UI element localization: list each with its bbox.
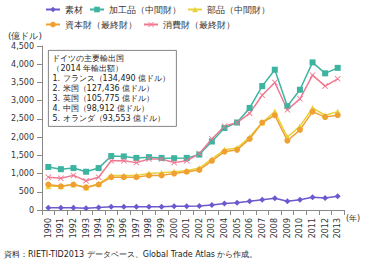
svg-text:2,000: 2,000 bbox=[11, 133, 34, 142]
svg-text:4,500: 4,500 bbox=[11, 42, 34, 51]
svg-text:ドイツの主要輸出国: ドイツの主要輸出国 bbox=[52, 54, 124, 63]
svg-text:素材: 素材 bbox=[65, 5, 83, 15]
svg-text:資本財（最終財）: 資本財（最終財） bbox=[65, 20, 137, 30]
svg-text:1,000: 1,000 bbox=[11, 169, 34, 178]
svg-text:(億ドル): (億ドル) bbox=[8, 31, 42, 41]
svg-text:1994: 1994 bbox=[94, 218, 103, 238]
svg-text:3,500: 3,500 bbox=[11, 78, 34, 87]
svg-text:2008: 2008 bbox=[270, 218, 279, 238]
svg-text:1992: 1992 bbox=[69, 218, 78, 238]
svg-text:1997: 1997 bbox=[132, 218, 141, 238]
svg-text:0: 0 bbox=[29, 206, 34, 215]
svg-text:2002: 2002 bbox=[195, 218, 204, 238]
svg-text:2011: 2011 bbox=[308, 218, 317, 238]
svg-text:500: 500 bbox=[19, 187, 34, 196]
svg-text:3. 英国（105,775 億ドル）: 3. 英国（105,775 億ドル） bbox=[52, 94, 154, 103]
svg-text:消費財（最終財）: 消費財（最終財） bbox=[163, 20, 235, 30]
svg-text:資料：RIETI-TID2013 データベース、Global: 資料：RIETI-TID2013 データベース、Global Trade Atl… bbox=[4, 250, 258, 259]
svg-text:2010: 2010 bbox=[295, 218, 304, 238]
svg-text:2012: 2012 bbox=[321, 218, 330, 238]
svg-text:3,000: 3,000 bbox=[11, 96, 34, 105]
svg-text:加工品（中間財）: 加工品（中間財） bbox=[109, 5, 181, 15]
svg-text:2000: 2000 bbox=[170, 218, 179, 238]
svg-text:1,500: 1,500 bbox=[11, 151, 34, 160]
svg-text:(年): (年) bbox=[346, 214, 360, 223]
svg-text:5. オランダ（93,553 億ドル）: 5. オランダ（93,553 億ドル） bbox=[52, 114, 165, 123]
svg-text:2,500: 2,500 bbox=[11, 114, 34, 123]
svg-text:2007: 2007 bbox=[258, 218, 267, 238]
svg-text:2001: 2001 bbox=[182, 218, 191, 238]
svg-text:2005: 2005 bbox=[233, 218, 242, 238]
svg-text:2004: 2004 bbox=[220, 218, 229, 238]
svg-text:1996: 1996 bbox=[119, 218, 128, 238]
svg-text:部品（中間財）: 部品（中間財） bbox=[207, 5, 270, 15]
svg-text:2013: 2013 bbox=[333, 218, 342, 238]
svg-text:1. フランス（134,490 億ドル）: 1. フランス（134,490 億ドル） bbox=[52, 74, 170, 83]
svg-text:1991: 1991 bbox=[56, 218, 65, 238]
svg-text:1999: 1999 bbox=[157, 218, 166, 238]
svg-text:2. 米国（127,436 億ドル）: 2. 米国（127,436 億ドル） bbox=[52, 84, 154, 93]
svg-text:4. 中国（98,912 億ドル）: 4. 中国（98,912 億ドル） bbox=[52, 104, 149, 113]
svg-text:2006: 2006 bbox=[245, 218, 254, 238]
svg-text:1995: 1995 bbox=[107, 218, 116, 238]
svg-text:（2014 年輸出額）: （2014 年輸出額） bbox=[52, 64, 123, 73]
svg-text:2009: 2009 bbox=[283, 218, 292, 238]
svg-text:4,000: 4,000 bbox=[11, 60, 34, 69]
svg-text:1990: 1990 bbox=[44, 218, 53, 238]
svg-text:1993: 1993 bbox=[82, 218, 91, 238]
svg-text:1998: 1998 bbox=[144, 218, 153, 238]
svg-text:2003: 2003 bbox=[207, 218, 216, 238]
